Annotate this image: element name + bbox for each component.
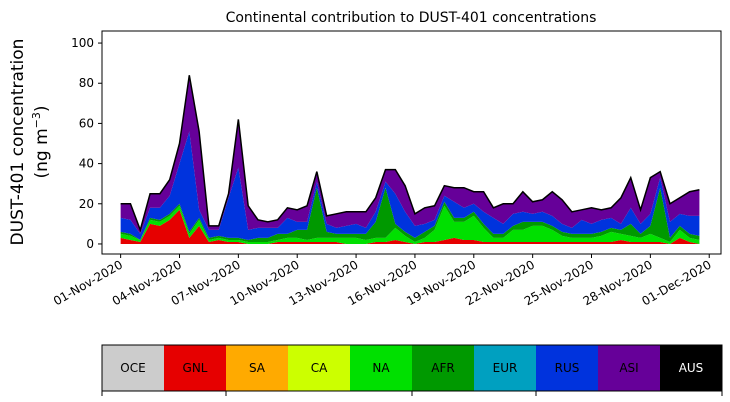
total-outline (120, 75, 700, 233)
y-tick-label: 20 (79, 197, 94, 211)
plot-frame (101, 30, 722, 255)
area-gnl (120, 209, 700, 244)
y-tick-label: 80 (79, 76, 94, 90)
legend-label-oce: OCE (120, 361, 145, 375)
legend-label-rus: RUS (555, 361, 580, 375)
y-tick-label: 100 (71, 36, 94, 50)
legend-swatch-rus (536, 345, 599, 391)
legend-label-asi: ASI (619, 361, 638, 375)
y-tick-label: 40 (79, 157, 94, 171)
legend-swatch-afr (412, 345, 475, 391)
y-axis-label-line2: (ng m−3) (30, 105, 52, 178)
y-tick-label: 60 (79, 116, 94, 130)
y-tick-label: 0 (86, 237, 94, 251)
legend-swatch-eur (474, 345, 537, 391)
legend-swatch-gnl (164, 345, 227, 391)
y-axis-label-line1: DUST-401 concentration (8, 39, 28, 246)
y-axis: 0 20 40 60 80 100 (71, 36, 102, 251)
x-axis: 01-Nov-202004-Nov-202007-Nov-202010-Nov-… (51, 254, 714, 308)
legend-swatch-ca (288, 345, 351, 391)
legend-label-afr: AFR (431, 361, 454, 375)
legend-label-na: NA (372, 361, 390, 375)
area-rus (120, 131, 700, 240)
chart-title: Continental contribution to DUST-401 con… (226, 10, 597, 26)
legend-swatch-aus (660, 345, 723, 391)
legend-colorbar: OCE GNL SA CA NA AFR EUR RUS ASI AUS (101, 344, 723, 396)
area-na (120, 205, 700, 244)
legend-swatch-sa (226, 345, 289, 391)
legend-swatch-oce (102, 345, 165, 391)
legend-label-gnl: GNL (183, 361, 208, 375)
legend-label-aus: AUS (679, 361, 704, 375)
legend-swatch-asi (598, 345, 661, 391)
legend-label-eur: EUR (493, 361, 518, 375)
legend-label-ca: CA (311, 361, 328, 375)
legend-label-sa: SA (249, 361, 266, 375)
y-axis-label: DUST-401 concentration (ng m−3) (8, 39, 52, 246)
area-afr (120, 187, 700, 242)
legend-swatch-na (350, 345, 413, 391)
